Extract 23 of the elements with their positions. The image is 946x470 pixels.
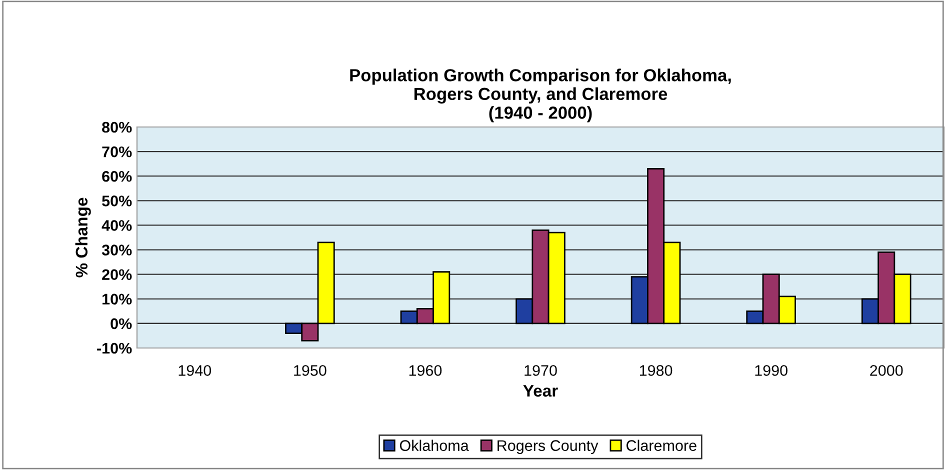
x-tick-label: 1960 [409,365,442,376]
y-axis-title: % Change [75,198,91,278]
y-tick-label: 70% [102,146,132,158]
x-tick-label: 2000 [870,365,903,376]
x-axis-title: Year [523,385,558,397]
x-tick-label: 1970 [524,365,557,376]
y-tick-label: 80% [102,122,132,133]
y-tick-label: 10% [102,294,132,305]
y-tick-label: 20% [102,269,132,280]
legend-label: Claremore [626,440,696,452]
legend-label: Rogers County [498,440,598,454]
x-tick-label: 1940 [178,365,212,376]
x-tick-label: 1950 [294,365,326,376]
y-tick-label: 0% [110,318,132,330]
x-tick-label: 1980 [640,365,672,376]
y-tick-label: 60% [102,170,132,182]
legend-label: Oklahoma [400,440,469,452]
y-tick-label: 30% [102,244,132,256]
chart-title: Population Growth Comparison for Oklahoma, Rogers County, and Claremore (1940 - 2000) [350,68,731,122]
y-tick-label: -10% [97,342,132,354]
x-tick-label: 1990 [755,365,788,376]
y-tick-label: 40% [102,220,132,231]
y-tick-label: 50% [102,196,132,206]
